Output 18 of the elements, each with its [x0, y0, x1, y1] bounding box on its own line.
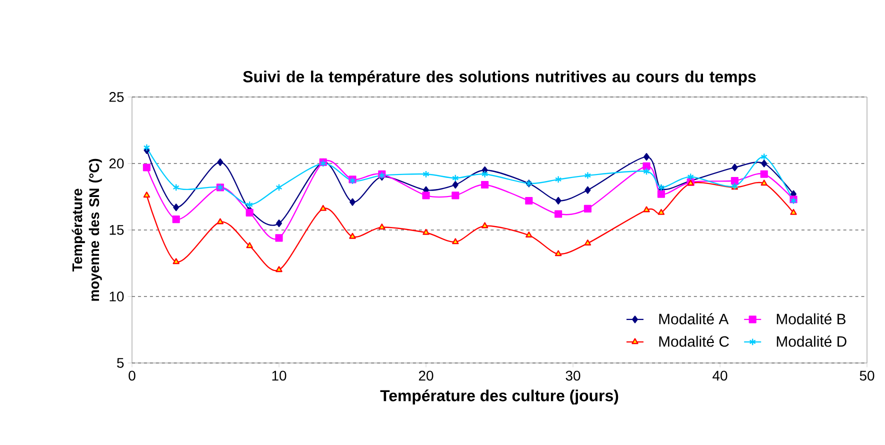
legend-label: Modalité C: [659, 336, 729, 347]
x-tick-label: 20: [418, 370, 434, 381]
y-tick-label: 10: [110, 292, 124, 302]
legend-label: Modalité D: [776, 336, 846, 347]
y-tick-label: 20: [109, 158, 124, 168]
y-tick-label: 5: [117, 358, 124, 368]
x-tick-label: 10: [272, 370, 286, 381]
y-axis-title: Température moyenne des SN (°C): [72, 158, 102, 301]
chart-title: Suivi de la température des solutions nutritives au cours du temps: [243, 70, 756, 86]
x-tick-label: 30: [566, 370, 580, 381]
x-tick-label: 0: [128, 370, 136, 381]
y-tick-label: 15: [110, 225, 124, 235]
x-tick-label: 50: [860, 370, 874, 381]
x-axis-title: Température des culture (jours): [380, 389, 618, 404]
y-tick-label: 25: [109, 92, 124, 102]
legend-label: Modalité B: [776, 313, 846, 324]
x-tick-label: 40: [712, 370, 728, 381]
legend-label: Modalité A: [659, 313, 729, 324]
